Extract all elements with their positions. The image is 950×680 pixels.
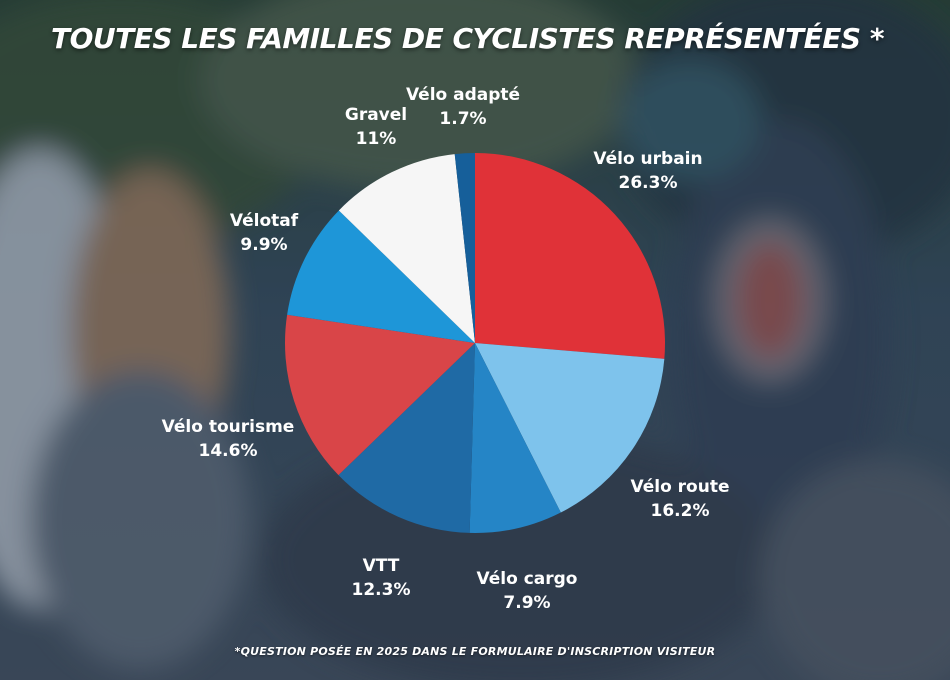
slice-value-label: 11% xyxy=(356,129,397,149)
slice-label: Vélo adapté 1.7% xyxy=(406,85,520,129)
slice-category-label: Vélo route xyxy=(630,477,729,497)
slice-category-label: Vélotaf xyxy=(230,211,299,231)
slice-label: Vélo cargo 7.9% xyxy=(477,569,578,613)
slice-value-label: 9.9% xyxy=(240,235,287,255)
footnote: *QUESTION POSÉE EN 2025 DANS LE FORMULAI… xyxy=(234,645,716,658)
pie-slice-v-lo-cargo xyxy=(469,343,561,533)
slice-value-label: 1.7% xyxy=(439,109,486,129)
slice-value-label: 12.3% xyxy=(352,580,411,600)
slice-category-label: Vélo adapté xyxy=(406,85,520,105)
pie-slice-v-lo-urbain xyxy=(475,153,665,359)
pie-slice-v-lo-adapt- xyxy=(454,153,475,343)
pie-slice-v-lotaf xyxy=(287,210,475,343)
chart-title: TOUTES LES FAMILLES DE CYCLISTES REPRÉSE… xyxy=(51,22,884,55)
slice-category-label: VTT xyxy=(363,556,400,576)
pie-slice-v-lo-route xyxy=(475,343,665,513)
slice-label: Vélo route 16.2% xyxy=(630,477,729,521)
slice-value-label: 7.9% xyxy=(503,593,550,613)
pie-slice-vtt xyxy=(338,343,475,533)
slice-category-label: Vélo tourisme xyxy=(162,417,295,437)
slice-value-label: 14.6% xyxy=(199,441,258,461)
pie-labels: Vélo urbain 26.3% Vélo route 16.2% Vélo carg… xyxy=(162,85,730,613)
pie-slice-gravel xyxy=(338,154,475,343)
slice-label: Vélotaf 9.9% xyxy=(230,211,299,255)
slice-value-label: 26.3% xyxy=(619,173,678,193)
slice-label: Vélo tourisme 14.6% xyxy=(162,417,295,461)
slice-value-label: 16.2% xyxy=(651,501,710,521)
slice-label: Vélo urbain 26.3% xyxy=(593,149,702,193)
slice-label: Gravel 11% xyxy=(345,105,407,149)
pie-slice-v-lo-tourisme xyxy=(285,314,475,476)
slice-label: VTT 12.3% xyxy=(352,556,411,600)
slice-category-label: Gravel xyxy=(345,105,407,125)
slice-category-label: Vélo urbain xyxy=(593,149,702,169)
pie-slices xyxy=(285,153,665,533)
slice-category-label: Vélo cargo xyxy=(477,569,578,589)
